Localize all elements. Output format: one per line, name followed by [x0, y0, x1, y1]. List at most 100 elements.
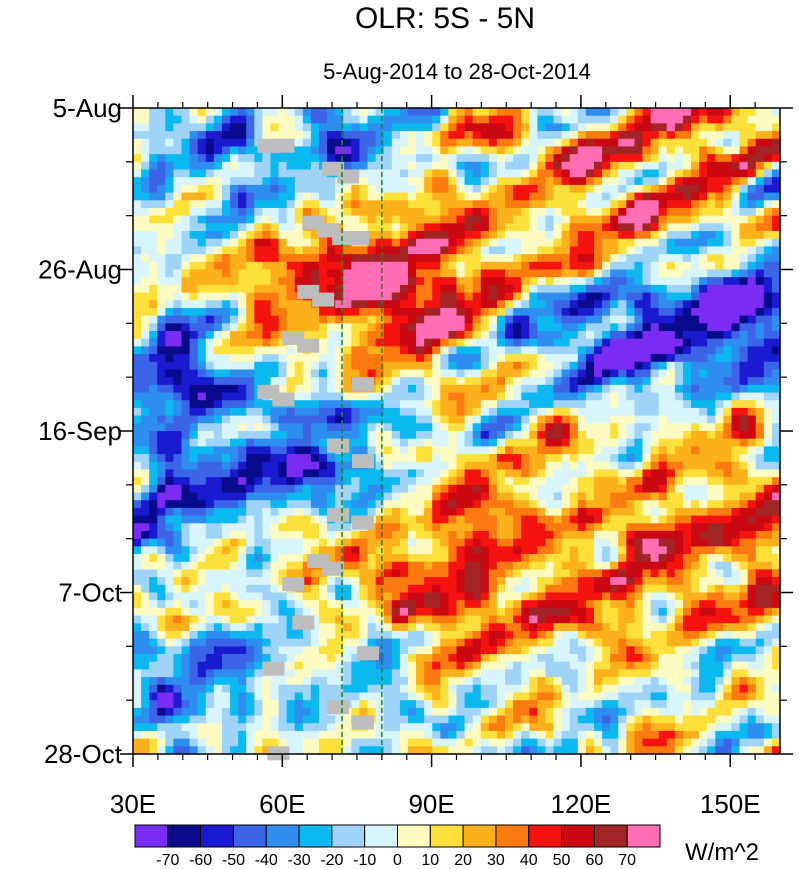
heatmap-cell	[480, 546, 490, 555]
heatmap-cell	[278, 415, 288, 424]
heatmap-cell	[456, 307, 466, 317]
heatmap-cell	[699, 223, 708, 232]
heatmap-cell	[319, 138, 328, 148]
heatmap-cell	[238, 546, 247, 555]
heatmap-cell	[610, 346, 619, 355]
heatmap-cell	[327, 323, 336, 332]
heatmap-cell	[407, 484, 417, 494]
heatmap-cell	[674, 184, 684, 194]
heatmap-cell	[521, 454, 530, 463]
heatmap-cell	[707, 354, 716, 363]
heatmap-cell	[691, 415, 700, 424]
heatmap-cell	[755, 392, 765, 401]
heatmap-cell	[537, 538, 547, 547]
heatmap-cell	[221, 384, 231, 394]
heatmap-cell	[464, 223, 474, 232]
heatmap-cell	[513, 431, 522, 440]
heatmap-cell	[149, 108, 158, 117]
heatmap-cell	[205, 177, 215, 186]
heatmap-cell	[294, 507, 304, 517]
heatmap-cell	[375, 538, 385, 547]
heatmap-cell	[432, 523, 441, 532]
heatmap-cell	[278, 207, 288, 217]
heatmap-cell	[286, 184, 296, 194]
heatmap-cell	[391, 500, 401, 509]
heatmap-cell	[157, 184, 166, 194]
heatmap-cell	[513, 530, 522, 540]
heatmap-cell	[173, 215, 183, 224]
heatmap-cell	[658, 123, 668, 132]
heatmap-cell	[367, 207, 377, 217]
heatmap-cell	[626, 377, 636, 386]
heatmap-cell	[230, 154, 239, 163]
heatmap-cell	[529, 431, 538, 440]
heatmap-cell	[149, 254, 158, 263]
heatmap-cell	[351, 223, 361, 232]
heatmap-cell	[618, 277, 627, 286]
heatmap-cell	[472, 123, 482, 132]
heatmap-cell	[456, 200, 466, 209]
heatmap-cell	[302, 300, 312, 309]
heatmap-cell	[424, 500, 433, 509]
heatmap-cell	[699, 315, 708, 324]
heatmap-cell	[723, 323, 733, 332]
heatmap-cell	[197, 192, 207, 201]
heatmap-cell	[593, 484, 603, 494]
heatmap-cell	[246, 530, 255, 540]
heatmap-cell	[545, 238, 555, 248]
heatmap-cell	[286, 284, 296, 294]
heatmap-cell	[351, 315, 361, 324]
heatmap-cell	[585, 400, 595, 409]
heatmap-cell	[416, 538, 425, 547]
heatmap-cell	[763, 146, 773, 155]
heatmap-cell	[432, 554, 441, 563]
heatmap-cell	[456, 169, 466, 178]
heatmap-cell	[682, 361, 692, 371]
heatmap-cell	[763, 546, 773, 555]
heatmap-cell	[440, 577, 450, 586]
heatmap-cell	[302, 369, 312, 378]
heatmap-cell	[674, 492, 684, 501]
heatmap-cell	[480, 423, 490, 432]
heatmap-cell	[262, 407, 272, 417]
heatmap-cell	[488, 515, 498, 524]
heatmap-cell	[537, 323, 547, 332]
heatmap-cell	[424, 431, 433, 440]
heatmap-cell	[399, 461, 409, 471]
heatmap-cell	[642, 108, 652, 117]
heatmap-cell	[351, 577, 361, 586]
heatmap-cell	[593, 138, 603, 148]
heatmap-cell	[407, 184, 417, 194]
heatmap-cell	[496, 507, 506, 517]
heatmap-cell	[707, 254, 716, 263]
heatmap-cell	[383, 469, 393, 478]
heatmap-cell	[416, 454, 425, 463]
heatmap-cell	[707, 131, 716, 140]
heatmap-cell	[286, 507, 296, 517]
heatmap-cell	[278, 438, 288, 447]
heatmap-cell	[278, 108, 288, 117]
heatmap-cell	[262, 446, 272, 455]
heatmap-cell	[593, 207, 603, 217]
heatmap-cell	[642, 554, 652, 563]
heatmap-cell	[294, 423, 304, 432]
heatmap-cell	[205, 307, 215, 317]
heatmap-cell	[529, 577, 538, 586]
heatmap-cell	[561, 346, 571, 355]
heatmap-cell	[755, 523, 765, 532]
heatmap-cell	[440, 461, 450, 471]
heatmap-cell	[496, 407, 506, 417]
heatmap-cell	[383, 331, 393, 340]
heatmap-cell	[383, 546, 393, 555]
heatmap-cell	[545, 207, 555, 217]
heatmap-cell	[537, 392, 547, 401]
heatmap-cell	[537, 577, 547, 586]
heatmap-cell	[173, 192, 183, 201]
heatmap-cell	[610, 415, 619, 424]
heatmap-cell	[173, 446, 183, 455]
heatmap-cell	[343, 300, 352, 309]
heatmap-cell	[230, 446, 239, 455]
heatmap-cell	[230, 315, 239, 324]
heatmap-cell	[286, 346, 296, 355]
